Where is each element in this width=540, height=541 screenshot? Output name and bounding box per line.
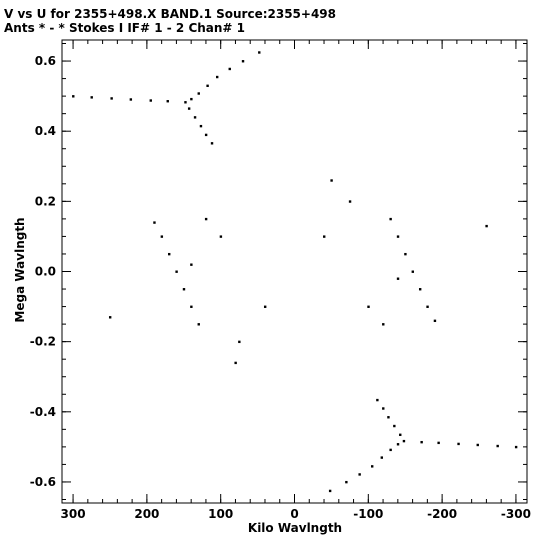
data-point [485,224,488,228]
y-tick-label: 0.2 [35,194,56,208]
data-point [193,116,197,119]
data-point [182,288,186,291]
y-tick-label: 0.4 [35,124,56,138]
data-point [166,100,169,103]
data-point [380,456,383,459]
data-point [263,305,267,308]
x-tick-label: -300 [501,507,531,521]
data-point [367,305,370,308]
axis-ticks: 300 200 100 0 -100 -200 -300 0.6 0.4 0.2 0.0 -0.2 -0… [30,40,531,521]
data-point [387,416,390,419]
data-point [382,407,385,410]
data-point [90,96,93,99]
data-point [418,288,422,291]
x-tick-label: 0 [290,507,298,521]
plot-frame [61,39,528,504]
data-point [206,84,209,87]
data-point [376,398,379,402]
data-point [396,443,400,446]
data-point [348,200,352,203]
data-point [204,133,208,137]
data-point [204,217,208,221]
data-point [330,179,333,182]
data-point [420,440,423,444]
x-axis-label: Kilo Wavlngth [248,521,342,535]
data-point [514,445,518,449]
data-point [389,448,392,452]
y-tick-label: -0.6 [30,475,56,489]
data-point [190,97,193,101]
y-tick-label: 0.0 [35,265,56,279]
data-point [72,95,75,98]
data-point [457,442,460,446]
data-point [258,51,261,54]
x-tick-label: -100 [353,507,383,521]
y-tick-label: 0.6 [35,54,56,68]
data-point [153,221,156,224]
x-tick-label: 100 [208,507,233,521]
data-point [129,98,133,101]
data-point [197,92,200,95]
data-point [199,124,203,128]
data-point [393,424,396,428]
y-axis-label: Mega Wavlngth [13,217,27,322]
data-point [437,441,440,445]
data-point [238,340,241,344]
data-point [197,323,200,326]
data-point [404,252,407,256]
data-point [396,277,400,280]
data-point [371,465,374,468]
x-tick-label: 300 [61,507,86,521]
data-point [345,480,348,484]
data-point [234,361,237,365]
data-point [328,489,332,493]
data-point [108,316,112,319]
data-point [396,235,400,238]
data-point [190,263,193,266]
data-point [175,270,178,273]
data-point [160,235,164,238]
y-tick-label: -0.4 [30,405,56,419]
uv-points [72,51,518,493]
data-point [216,75,219,79]
data-point [219,235,223,238]
data-point [476,443,479,447]
x-tick-label: 200 [134,507,159,521]
x-tick-label: -200 [427,507,457,521]
data-point [149,99,152,102]
data-point [323,235,326,238]
chart-subtitle: Ants * - * Stokes I IF# 1 - 2 Chan# 1 [4,21,245,35]
data-point [496,444,499,448]
data-point [184,101,187,104]
chart-title: V vs U for 2355+498.X BAND.1 Source:2355… [4,7,336,21]
data-point [241,60,245,63]
data-point [187,107,191,110]
data-point [402,439,406,443]
data-point [190,305,193,308]
data-point [168,252,171,256]
data-point [210,142,214,145]
data-point [426,305,429,308]
data-point [411,270,414,273]
data-point [389,217,392,221]
data-point [382,323,385,326]
data-point [228,67,231,71]
data-point [399,433,402,436]
y-tick-label: -0.2 [30,335,56,349]
data-point [358,473,361,476]
data-point [110,97,113,100]
data-point [433,319,437,323]
